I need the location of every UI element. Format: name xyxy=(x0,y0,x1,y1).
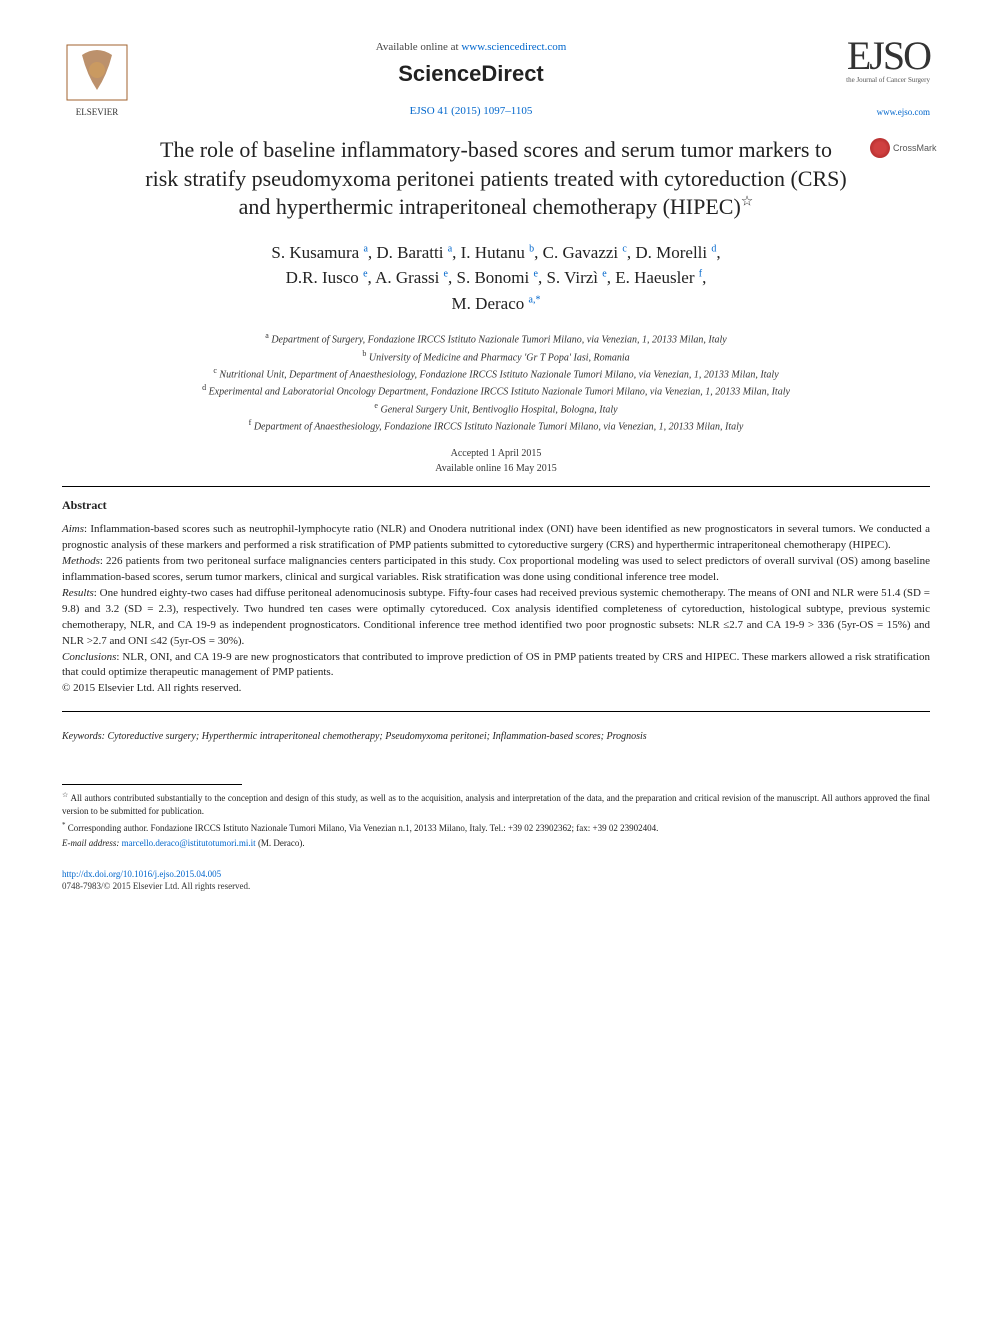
abstract-copyright: © 2015 Elsevier Ltd. All rights reserved… xyxy=(62,681,930,697)
crossmark-badge[interactable]: CrossMark xyxy=(870,136,940,160)
author: C. Gavazzi c xyxy=(543,243,627,262)
divider-rule xyxy=(62,486,930,487)
header-center: Available online at www.sciencedirect.co… xyxy=(132,40,810,120)
page-header: ELSEVIER Available online at www.science… xyxy=(62,40,930,120)
author: A. Grassi e xyxy=(375,268,448,287)
footnote-rule xyxy=(62,784,242,785)
footnote-email: E-mail address: marcello.deraco@istituto… xyxy=(62,837,930,850)
ejso-subtitle: the Journal of Cancer Surgery xyxy=(810,76,930,86)
accepted-date: Accepted 1 April 2015 xyxy=(62,446,930,461)
author-list: S. Kusamura a, D. Baratti a, I. Hutanu b… xyxy=(62,240,930,317)
corresponding-author-mark[interactable]: * xyxy=(535,294,540,305)
journal-citation[interactable]: EJSO 41 (2015) 1097–1105 xyxy=(152,104,790,119)
available-online-text: Available online at www.sciencedirect.co… xyxy=(152,40,790,55)
doi-link[interactable]: http://dx.doi.org/10.1016/j.ejso.2015.04… xyxy=(62,868,930,881)
keywords-label: Keywords: xyxy=(62,731,105,742)
author: S. Bonomi e xyxy=(457,268,538,287)
affiliation-list: a Department of Surgery, Fondazione IRCC… xyxy=(62,330,930,434)
abstract-aims: Aims: Inflammation-based scores such as … xyxy=(62,522,930,554)
author: D.R. Iusco e xyxy=(286,268,368,287)
svg-text:ELSEVIER: ELSEVIER xyxy=(76,107,119,117)
footnote-star-mark: ☆ xyxy=(62,791,69,799)
keywords-line: Keywords: Cytoreductive surgery; Hyperth… xyxy=(62,730,930,744)
publication-dates: Accepted 1 April 2015 Available online 1… xyxy=(62,446,930,476)
abstract-methods: Methods: 226 patients from two peritonea… xyxy=(62,554,930,586)
affiliation: d Experimental and Laboratorial Oncology… xyxy=(142,382,850,399)
sciencedirect-brand: ScienceDirect xyxy=(152,59,790,90)
issn-copyright: 0748-7983/© 2015 Elsevier Ltd. All right… xyxy=(62,880,930,893)
divider-rule xyxy=(62,711,930,712)
author: D. Morelli d xyxy=(635,243,716,262)
keywords-text: Cytoreductive surgery; Hyperthermic intr… xyxy=(105,731,647,742)
abstract-heading: Abstract xyxy=(62,497,930,514)
article-page: ELSEVIER Available online at www.science… xyxy=(0,0,992,923)
crossmark-icon xyxy=(870,138,890,158)
abstract-body: Aims: Inflammation-based scores such as … xyxy=(62,522,930,697)
ejso-brand: EJSO xyxy=(810,40,930,72)
affiliation: e General Surgery Unit, Bentivoglio Hosp… xyxy=(142,400,850,417)
author: E. Haeusler f xyxy=(615,268,702,287)
affiliation: a Department of Surgery, Fondazione IRCC… xyxy=(142,330,850,347)
sciencedirect-link[interactable]: www.sciencedirect.com xyxy=(461,41,566,53)
title-block: CrossMark The role of baseline inflammat… xyxy=(62,136,930,222)
footnote-corresponding: * Corresponding author. Fondazione IRCCS… xyxy=(62,821,930,835)
title-footnote-star[interactable]: ☆ xyxy=(741,195,754,210)
footnote-asterisk-mark: * xyxy=(62,821,66,829)
author: M. Deraco a,* xyxy=(452,294,541,313)
affiliation: f Department of Anaesthesiology, Fondazi… xyxy=(142,417,850,434)
author: S. Virzì e xyxy=(546,268,606,287)
abstract-conclusions: Conclusions: NLR, ONI, and CA 19-9 are n… xyxy=(62,650,930,682)
ejso-url-link[interactable]: www.ejso.com xyxy=(810,106,930,119)
elsevier-logo[interactable]: ELSEVIER xyxy=(62,40,132,120)
email-link[interactable]: marcello.deraco@istitutotumori.mi.it xyxy=(122,838,256,848)
article-title: The role of baseline inflammatory-based … xyxy=(62,136,930,222)
ejso-logo-block: EJSO the Journal of Cancer Surgery www.e… xyxy=(810,40,930,118)
affiliation: b University of Medicine and Pharmacy 'G… xyxy=(142,348,850,365)
crossmark-label: CrossMark xyxy=(893,142,937,155)
author: I. Hutanu b xyxy=(461,243,534,262)
footnote-contribution: ☆ All authors contributed substantially … xyxy=(62,791,930,817)
abstract-results: Results: One hundred eighty-two cases ha… xyxy=(62,586,930,650)
online-date: Available online 16 May 2015 xyxy=(62,461,930,476)
affiliation: c Nutritional Unit, Department of Anaest… xyxy=(142,365,850,382)
author: D. Baratti a xyxy=(376,243,452,262)
author: S. Kusamura a xyxy=(271,243,368,262)
